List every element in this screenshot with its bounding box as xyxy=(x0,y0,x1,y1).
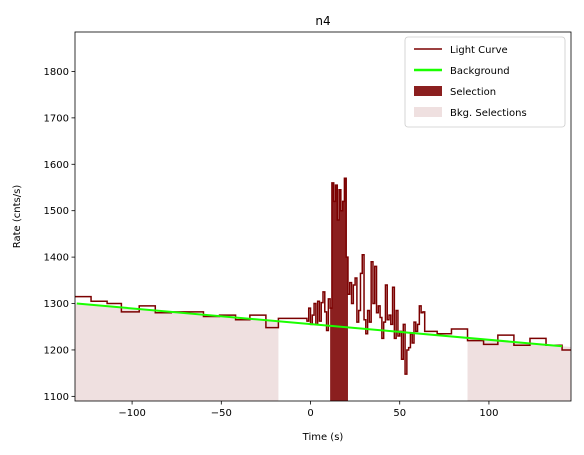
legend-entry-label: Selection xyxy=(450,87,496,98)
legend-swatch-patch xyxy=(414,86,442,96)
legend: Light Curve Background Selection Bkg. Selec… xyxy=(404,36,566,128)
x-tick-label: 100 xyxy=(479,408,498,419)
y-tick-label: 1800 xyxy=(44,67,69,78)
y-tick-label: 1300 xyxy=(44,299,69,310)
legend-entry-label: Light Curve xyxy=(450,45,508,56)
x-tick-label: −100 xyxy=(118,408,145,419)
background-fit-line xyxy=(76,302,563,348)
bkg-selection-region xyxy=(75,303,279,401)
legend-entry-label: Bkg. Selections xyxy=(450,108,527,119)
selection-region xyxy=(330,178,348,401)
plot-area: −100 −50 0 50 100 1100 1200 1300 1400 1500 1600 170… xyxy=(44,31,572,419)
x-tick-label: 0 xyxy=(307,408,313,419)
x-tick-label: 50 xyxy=(393,408,406,419)
plot-content xyxy=(75,177,571,401)
axes-frame xyxy=(74,31,572,402)
y-tick-label: 1700 xyxy=(44,113,69,124)
bkg-selection-region xyxy=(467,337,571,401)
legend-box xyxy=(404,36,566,128)
y-tick-label: 1600 xyxy=(44,160,69,171)
y-tick-label: 1200 xyxy=(44,345,69,356)
x-axis-label: Time (s) xyxy=(302,432,344,443)
legend-entry-label: Background xyxy=(450,66,510,77)
y-tick-label: 1100 xyxy=(44,392,69,403)
legend-swatch-patch xyxy=(414,107,442,117)
light-curve-series xyxy=(75,177,571,375)
y-tick-label: 1500 xyxy=(44,206,69,217)
y-axis-label: Rate (cnts/s) xyxy=(12,185,23,249)
x-tick-label: −50 xyxy=(211,408,232,419)
y-tick-label: 1400 xyxy=(44,253,69,264)
chart-title: n4 xyxy=(315,14,330,28)
